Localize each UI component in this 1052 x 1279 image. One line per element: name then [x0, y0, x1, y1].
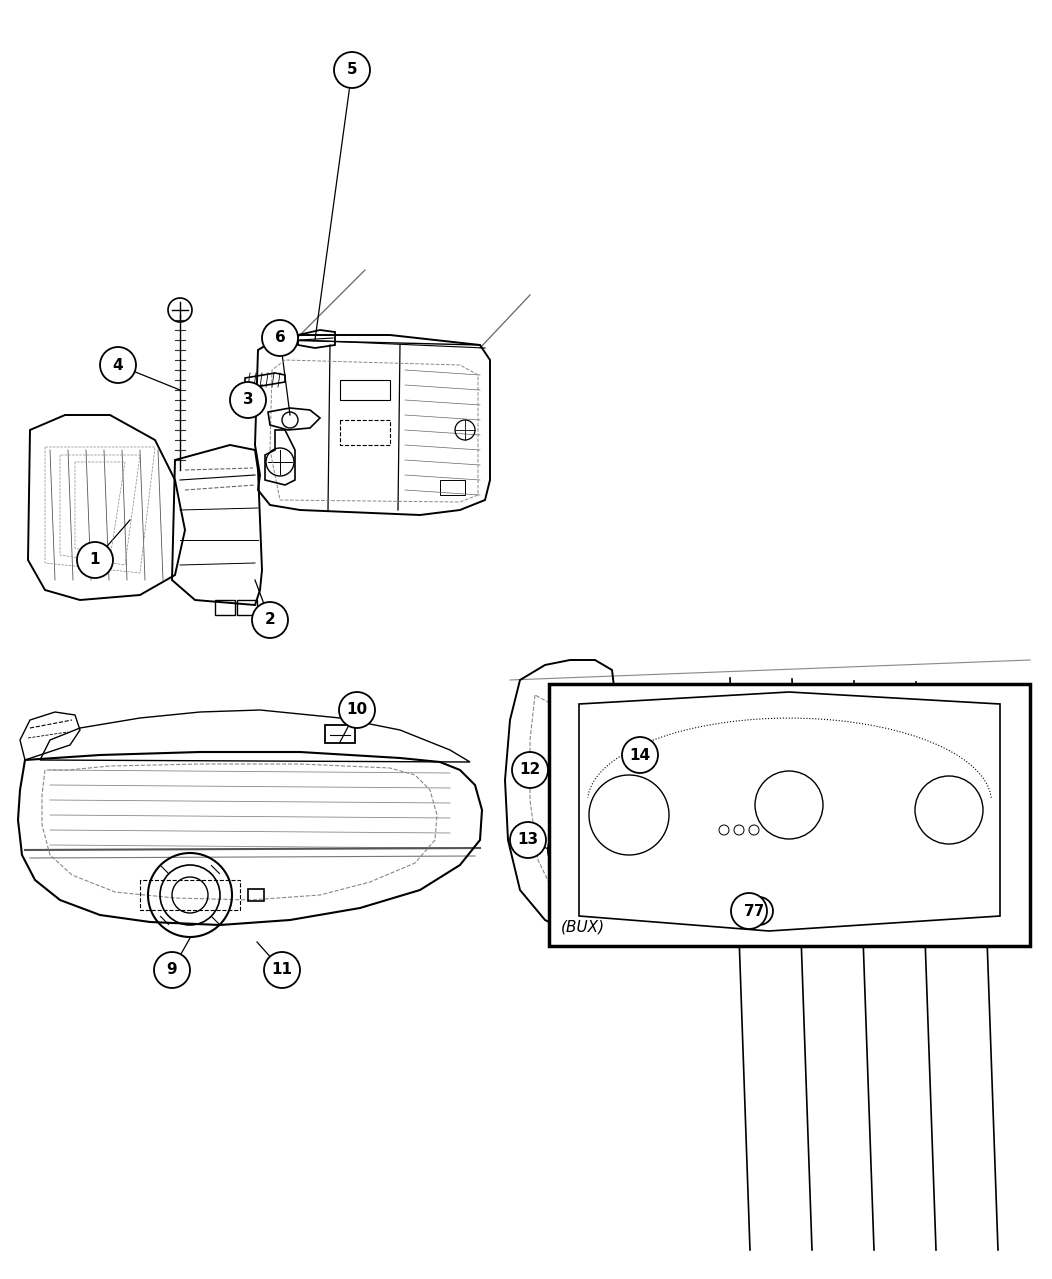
Text: (BUX): (BUX) — [561, 920, 605, 934]
Circle shape — [264, 952, 300, 987]
Circle shape — [252, 602, 288, 638]
Text: 14: 14 — [629, 747, 650, 762]
Circle shape — [100, 347, 136, 382]
Circle shape — [622, 737, 658, 773]
Text: 2: 2 — [265, 613, 276, 628]
Text: 7: 7 — [754, 903, 764, 918]
Circle shape — [731, 893, 767, 929]
Text: 1: 1 — [89, 553, 100, 568]
Circle shape — [154, 952, 190, 987]
Circle shape — [262, 320, 298, 356]
Circle shape — [230, 382, 266, 418]
Circle shape — [333, 52, 370, 88]
Text: 13: 13 — [518, 833, 539, 848]
Text: 3: 3 — [243, 393, 254, 408]
Text: 5: 5 — [347, 63, 358, 78]
Text: 11: 11 — [271, 963, 292, 977]
Bar — [549, 684, 1030, 946]
Circle shape — [745, 897, 773, 925]
Text: 4: 4 — [113, 358, 123, 372]
Circle shape — [339, 692, 375, 728]
Circle shape — [510, 822, 546, 858]
Circle shape — [512, 752, 548, 788]
Text: 9: 9 — [166, 963, 178, 977]
Text: 12: 12 — [520, 762, 541, 778]
Text: 10: 10 — [346, 702, 367, 718]
Text: 6: 6 — [275, 330, 285, 345]
Circle shape — [77, 542, 113, 578]
Text: 7: 7 — [744, 903, 754, 918]
